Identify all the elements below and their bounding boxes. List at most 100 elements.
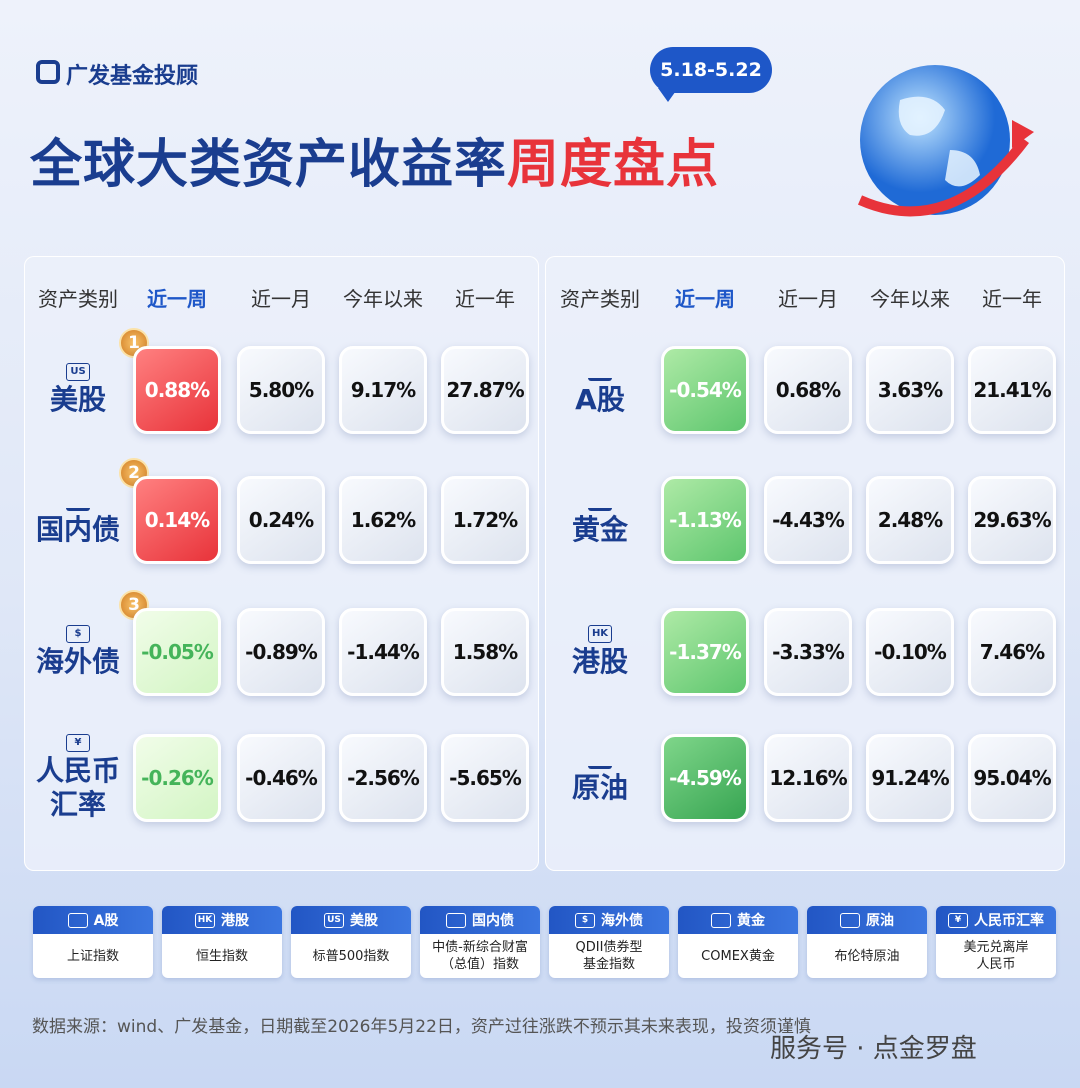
- return-cell: 27.87%: [441, 346, 529, 434]
- legend-header: HK 港股: [162, 906, 282, 934]
- title-highlight: 周度盘点: [507, 135, 720, 195]
- legend-name: 海外债: [601, 913, 643, 929]
- legend-desc-line: 标普500指数: [312, 948, 390, 964]
- title-main: 全球大类资产收益率: [30, 135, 508, 195]
- legend-desc-line: （总值）指数: [440, 957, 519, 972]
- legend-desc-line: 基金指数: [582, 957, 635, 972]
- legend-name: 原油: [866, 913, 894, 929]
- asset-name: 国内债: [35, 513, 120, 546]
- legend-desc: 美元兑离岸 人民币: [936, 934, 1056, 978]
- return-cell: -1.37%: [661, 608, 749, 696]
- legend-desc: COMEX黄金: [678, 934, 798, 978]
- legend-item: 黄金 COMEX黄金: [678, 906, 798, 978]
- return-cell: 0.24%: [237, 476, 325, 564]
- legend-item: ¥ 人民币汇率美元兑离岸人民币: [936, 906, 1056, 978]
- legend-header: 黄金: [678, 906, 798, 934]
- asset-icon: ¥: [66, 734, 90, 752]
- return-cell: -0.26%: [133, 734, 221, 822]
- asset-name: 海外债: [35, 645, 120, 678]
- legend-desc-line: 上证指数: [66, 948, 119, 964]
- return-cell: -1.44%: [339, 608, 427, 696]
- asset-icon: [66, 493, 90, 511]
- return-cell: -4.43%: [764, 476, 852, 564]
- column-header: 近一年: [982, 287, 1042, 311]
- asset-label: $ 海外债: [28, 602, 128, 702]
- legend-desc: 恒生指数: [162, 934, 282, 978]
- return-cell: 29.63%: [968, 476, 1056, 564]
- asset-label: ¥ 人民币 汇率: [28, 728, 128, 828]
- legend-name: 国内债: [472, 913, 514, 929]
- return-cell: 91.24%: [866, 734, 954, 822]
- legend-desc: 标普500指数: [291, 934, 411, 978]
- legend-item: US 美股标普500指数: [291, 906, 411, 978]
- legend-icon: US: [324, 912, 344, 928]
- legend-desc: 上证指数: [33, 934, 153, 978]
- legend-desc-line: 布伦特原油: [834, 948, 900, 964]
- column-header: 近一月: [251, 287, 311, 311]
- legend-header: US 美股: [291, 906, 411, 934]
- return-cell: 0.88%: [133, 346, 221, 434]
- return-cell: 12.16%: [764, 734, 852, 822]
- return-cell: -0.10%: [866, 608, 954, 696]
- asset-name: 汇率: [49, 788, 106, 821]
- legend-desc: QDII债券型 基金指数: [549, 934, 669, 978]
- legend-name: 人民币汇率: [974, 913, 1044, 929]
- legend-desc-line: 美元兑离岸: [963, 940, 1029, 955]
- legend-icon: HK: [195, 912, 215, 928]
- asset-name: A股: [575, 383, 625, 416]
- legend-desc: 布伦特原油: [807, 934, 927, 978]
- legend-item: 原油布伦特原油: [807, 906, 927, 978]
- return-cell: 3.63%: [866, 346, 954, 434]
- title: 全球大类资产收益率周度盘点: [30, 122, 719, 197]
- legend-icon: [840, 912, 860, 928]
- return-cell: 2.48%: [866, 476, 954, 564]
- watermark: 服务号 · 点金罗盘: [770, 1034, 977, 1064]
- asset-icon: HK: [588, 625, 612, 643]
- asset-label: 国内债: [28, 470, 128, 570]
- return-cell: 1.62%: [339, 476, 427, 564]
- return-cell: 5.80%: [237, 346, 325, 434]
- asset-name: 黄金: [571, 513, 628, 546]
- asset-icon: [588, 493, 612, 511]
- return-cell: 7.46%: [968, 608, 1056, 696]
- column-header: 今年以来: [343, 287, 423, 311]
- legend-desc-line: 恒生指数: [195, 948, 248, 964]
- legend-header: ¥ 人民币汇率: [936, 906, 1056, 934]
- legend-item: 国内债中债-新综合财富 （总值）指数: [420, 906, 540, 978]
- legend-icon: [446, 912, 466, 928]
- asset-icon: $: [66, 625, 90, 643]
- legend-icon: ¥: [948, 912, 968, 928]
- legend-name: A股: [93, 913, 119, 929]
- date-range: 5.18-5.22: [650, 47, 772, 93]
- column-header: 近一周: [675, 287, 735, 311]
- source-note: 数据来源：wind、广发基金，日期截至2026年5月22日，资产过往涨跌不预示其…: [32, 1017, 811, 1037]
- legend-header: 国内债: [420, 906, 540, 934]
- column-header: 近一年: [455, 287, 515, 311]
- return-cell: 21.41%: [968, 346, 1056, 434]
- column-header: 资产类别: [38, 287, 118, 311]
- legend-icon: $: [575, 912, 595, 928]
- return-cell: 1.58%: [441, 608, 529, 696]
- legend-desc-line: 人民币: [976, 957, 1016, 972]
- asset-label: A股: [550, 340, 650, 440]
- return-cell: 1.72%: [441, 476, 529, 564]
- legend-header: A股: [33, 906, 153, 934]
- column-header: 今年以来: [870, 287, 950, 311]
- asset-icon: [588, 363, 612, 381]
- return-cell: -1.13%: [661, 476, 749, 564]
- legend-name: 港股: [221, 913, 249, 929]
- legend-icon: [67, 912, 88, 928]
- globe-icon: [857, 65, 1034, 217]
- asset-name: 原油: [571, 771, 628, 804]
- legend-name: 黄金: [737, 913, 765, 929]
- legend-desc-line: 中债-新综合财富: [432, 940, 528, 955]
- return-cell: -0.05%: [133, 608, 221, 696]
- legend-item: A股上证指数: [33, 906, 153, 978]
- return-cell: 9.17%: [339, 346, 427, 434]
- legend-icon: [711, 912, 731, 928]
- return-cell: -5.65%: [441, 734, 529, 822]
- asset-name: 美股: [49, 383, 106, 416]
- column-header: 近一月: [778, 287, 838, 311]
- asset-label: 原油: [550, 728, 650, 828]
